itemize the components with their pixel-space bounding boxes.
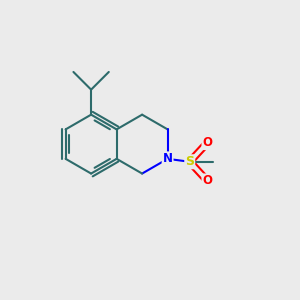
Text: S: S <box>185 155 194 168</box>
Text: O: O <box>202 136 212 149</box>
Text: N: N <box>163 152 172 165</box>
Text: O: O <box>202 174 212 188</box>
